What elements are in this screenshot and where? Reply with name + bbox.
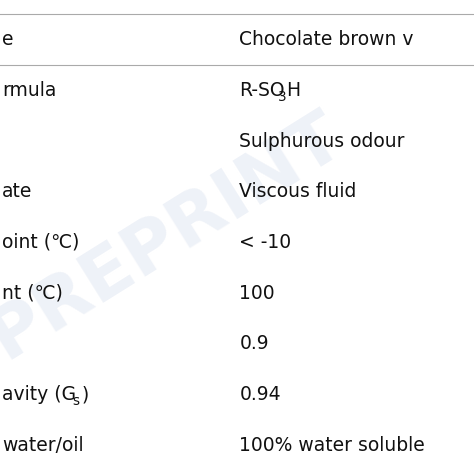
Text: Chocolate brown v: Chocolate brown v — [239, 30, 414, 49]
Text: ate: ate — [2, 182, 33, 201]
Text: nt (℃): nt (℃) — [2, 283, 63, 303]
Text: Sulphurous odour: Sulphurous odour — [239, 131, 405, 151]
Text: ): ) — [82, 385, 89, 404]
Text: H: H — [286, 81, 301, 100]
Text: PREPRINT: PREPRINT — [0, 101, 355, 373]
Text: 100% water soluble: 100% water soluble — [239, 436, 425, 455]
Text: 0.9: 0.9 — [239, 334, 269, 354]
Text: e: e — [2, 30, 14, 49]
Text: < -10: < -10 — [239, 233, 292, 252]
Text: s: s — [73, 394, 80, 408]
Text: 100: 100 — [239, 283, 275, 303]
Text: 0.94: 0.94 — [239, 385, 281, 404]
Text: rmula: rmula — [2, 81, 57, 100]
Text: Viscous fluid: Viscous fluid — [239, 182, 357, 201]
Text: oint (℃): oint (℃) — [2, 233, 80, 252]
Text: water/oil: water/oil — [2, 436, 84, 455]
Text: avity (G: avity (G — [2, 385, 76, 404]
Text: 3: 3 — [278, 90, 287, 104]
Text: R-SO: R-SO — [239, 81, 285, 100]
